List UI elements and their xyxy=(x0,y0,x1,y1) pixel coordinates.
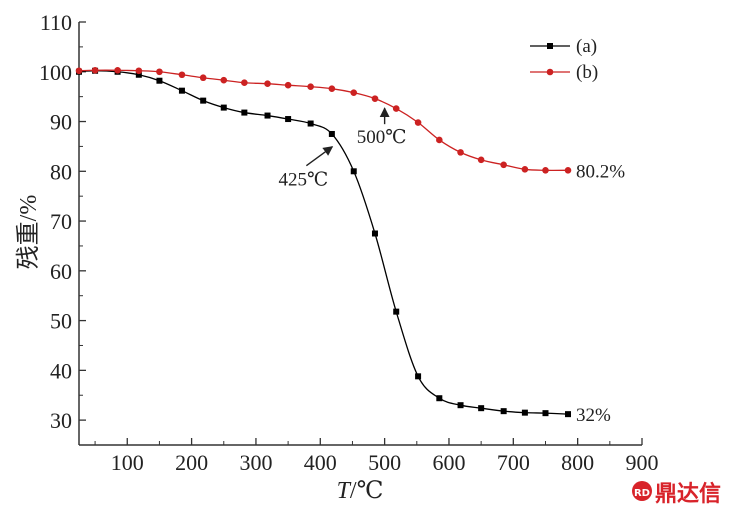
data-point xyxy=(241,109,248,116)
y-tick-label: 40 xyxy=(50,358,72,383)
data-point xyxy=(371,230,378,237)
legend-label: (a) xyxy=(576,36,597,57)
series-b xyxy=(75,66,572,174)
data-point xyxy=(436,136,443,144)
data-point xyxy=(156,77,163,84)
data-point xyxy=(564,166,572,174)
annotation-425: 425℃ xyxy=(278,170,328,191)
data-point xyxy=(328,130,335,137)
y-tick-label: 90 xyxy=(50,110,72,135)
data-point xyxy=(392,105,400,112)
watermark-mark xyxy=(632,481,652,501)
x-axis-label: T/℃ xyxy=(337,478,384,504)
x-tick-label: 500 xyxy=(368,450,401,475)
watermark-logo: RD 鼎达信 xyxy=(632,481,721,507)
watermark-mark-text: RD xyxy=(634,488,650,499)
data-point xyxy=(284,81,292,89)
x-tick-label: 400 xyxy=(304,450,337,475)
data-point xyxy=(350,168,357,175)
data-point xyxy=(477,156,485,164)
y-ticks: 30 40 50 60 70 80 90 100 110 xyxy=(39,10,86,433)
legend: (a) (b) xyxy=(530,36,598,83)
data-point xyxy=(521,166,529,173)
data-point xyxy=(264,112,271,119)
data-point xyxy=(156,68,163,76)
x-ticks: 100 200 300 400 500 600 700 800 900 xyxy=(94,438,659,475)
y-tick-label: 30 xyxy=(50,408,72,433)
data-point xyxy=(75,67,83,75)
annotation-500: 500℃ xyxy=(357,127,407,148)
y-tick-label: 80 xyxy=(50,159,72,184)
data-point xyxy=(500,408,507,415)
data-point xyxy=(178,87,185,94)
data-point xyxy=(135,67,143,75)
y-axis-label: 残重/% xyxy=(15,195,42,270)
data-point xyxy=(521,409,528,416)
data-point xyxy=(393,308,400,315)
legend-marker xyxy=(546,68,554,76)
y-tick-label: 50 xyxy=(50,309,72,334)
data-point xyxy=(135,71,142,78)
annotation-arrow-425 xyxy=(305,146,334,167)
data-point xyxy=(307,120,314,127)
y-tick-label: 100 xyxy=(39,60,72,85)
data-point xyxy=(350,89,358,96)
y-tick-label: 110 xyxy=(40,10,72,35)
x-axis-label-variable: T xyxy=(337,478,352,504)
axes xyxy=(78,22,642,446)
data-point xyxy=(478,405,485,412)
data-point xyxy=(371,95,379,102)
x-axis-label-unit: /℃ xyxy=(350,478,384,504)
x-tick-label: 700 xyxy=(497,450,530,475)
data-point xyxy=(178,71,186,79)
data-point xyxy=(114,66,121,74)
data-point xyxy=(91,66,99,74)
y-tick-label: 60 xyxy=(50,259,72,284)
data-point xyxy=(436,395,443,402)
data-point xyxy=(565,411,572,418)
x-tick-label: 300 xyxy=(239,450,272,475)
end-value-label: 80.2% xyxy=(576,161,625,182)
data-point xyxy=(414,119,422,126)
data-point xyxy=(220,104,227,111)
series-a xyxy=(76,67,572,418)
data-series xyxy=(75,66,572,418)
series-line xyxy=(78,70,569,415)
data-point xyxy=(500,161,507,169)
end-value-label: 32% xyxy=(576,405,611,426)
data-point xyxy=(200,97,207,104)
series-line xyxy=(78,69,569,172)
watermark-text: 鼎达信 xyxy=(655,481,721,507)
data-point xyxy=(307,83,314,90)
data-point xyxy=(220,76,228,84)
data-point xyxy=(542,166,549,174)
data-point xyxy=(415,373,422,380)
legend-marker xyxy=(547,43,553,49)
data-point xyxy=(241,79,248,87)
x-tick-label: 100 xyxy=(111,450,144,475)
x-tick-label: 900 xyxy=(626,450,659,475)
data-point xyxy=(542,410,549,417)
data-point xyxy=(264,80,271,88)
x-tick-label: 200 xyxy=(175,450,208,475)
data-point xyxy=(457,149,464,156)
data-point xyxy=(199,74,207,82)
legend-label: (b) xyxy=(576,62,598,83)
x-tick-label: 600 xyxy=(432,450,465,475)
annotations: 425℃ 500℃ 80.2% 32% xyxy=(278,107,625,426)
y-tick-label: 70 xyxy=(50,209,72,234)
data-point xyxy=(285,116,292,123)
data-point xyxy=(328,85,336,92)
x-tick-label: 800 xyxy=(561,450,594,475)
data-point xyxy=(457,402,464,409)
